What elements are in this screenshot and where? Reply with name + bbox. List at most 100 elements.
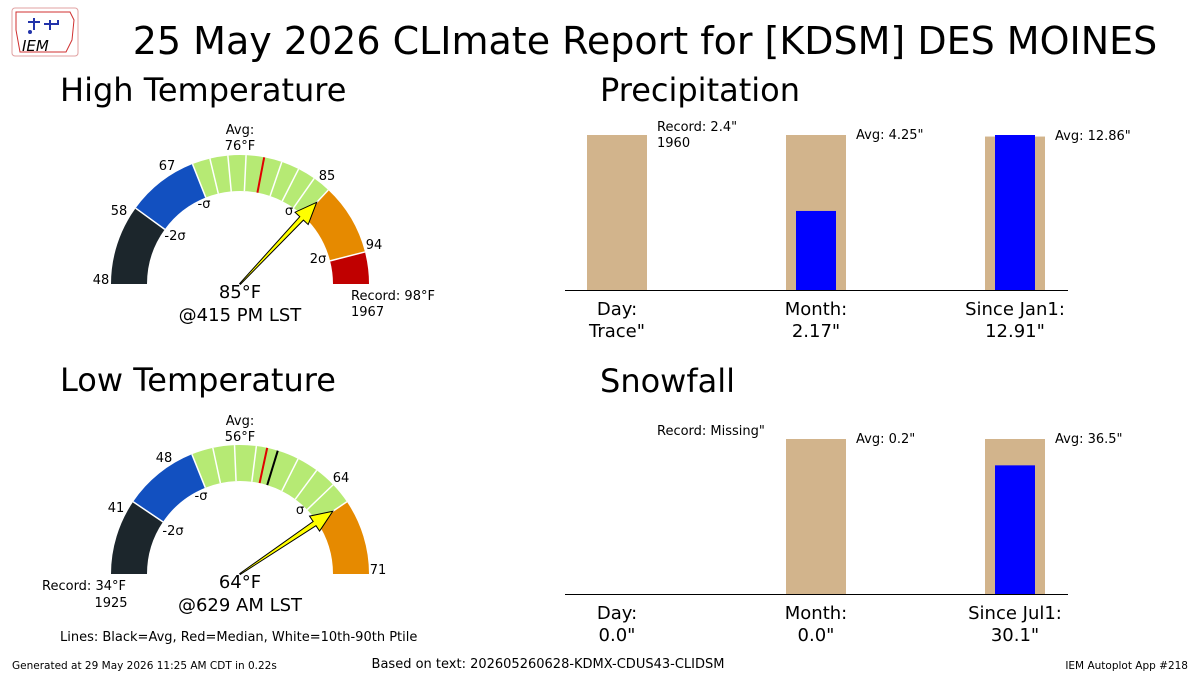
sigma-label-minus1: -σ bbox=[195, 489, 208, 504]
precipitation-chart: Precipitation Day: Trace" Month: 2.17" S… bbox=[565, 71, 1131, 342]
median-line bbox=[256, 157, 266, 193]
percentile-line-1 bbox=[209, 158, 220, 194]
observed-bar-3 bbox=[995, 465, 1035, 594]
category-label-month: Month: bbox=[785, 603, 847, 624]
category-label-ytd: Since Jan1: bbox=[965, 299, 1065, 320]
sigma-label-minus2: -2σ bbox=[164, 229, 185, 244]
percentile-line-7 bbox=[292, 178, 315, 209]
percentile-line-6 bbox=[281, 168, 300, 202]
avg-bar-2 bbox=[786, 439, 846, 594]
percentile-line-2 bbox=[227, 155, 232, 192]
tick-label-85: 85 bbox=[319, 169, 336, 184]
sigma-label-minus2: -2σ bbox=[162, 524, 183, 539]
observed-value: 85°F bbox=[219, 282, 261, 303]
chart-title: Precipitation bbox=[600, 71, 800, 109]
percentile-line-3 bbox=[243, 155, 247, 192]
annotation-day-record: Record: Missing" bbox=[657, 424, 765, 439]
percentile-line-2 bbox=[233, 445, 237, 482]
record-label: Record: 34°F bbox=[42, 579, 126, 594]
tick-label-94: 94 bbox=[366, 238, 383, 253]
record-label: Record: 98°F bbox=[351, 289, 435, 304]
legend-note: Lines: Black=Avg, Red=Median, White=10th… bbox=[60, 630, 417, 645]
percentile-line-5 bbox=[281, 458, 299, 492]
tick-label-64: 64 bbox=[333, 471, 350, 486]
avg-value-label: 76°F bbox=[225, 139, 256, 154]
gauge-band-3 bbox=[191, 445, 347, 522]
annotation-month-avg: Avg: 4.25" bbox=[856, 128, 924, 143]
gauge-band-5 bbox=[330, 251, 369, 284]
sigma-label-plus2: 2σ bbox=[310, 252, 327, 267]
avg-label: Avg: bbox=[226, 123, 254, 138]
iem-logo: IEM bbox=[11, 7, 79, 57]
gauge-title: High Temperature bbox=[60, 71, 346, 109]
percentile-line-7 bbox=[306, 484, 334, 511]
annotation-day-record: Record: 2.4" bbox=[657, 120, 737, 135]
observed-needle bbox=[238, 201, 318, 286]
percentile-line-6 bbox=[294, 469, 318, 500]
avg-value-label: 56°F bbox=[225, 430, 256, 445]
tick-label-41: 41 bbox=[108, 501, 125, 516]
percentile-line-1 bbox=[212, 447, 222, 484]
footer-source-text: Based on text: 202605260628-KDMX-CDUS43-… bbox=[372, 657, 725, 672]
band-boundary-1 bbox=[132, 501, 164, 523]
sigma-label-plus1: σ bbox=[296, 503, 304, 518]
avg-bar-1 bbox=[587, 135, 647, 290]
gauge-band-1 bbox=[111, 208, 165, 284]
tick-label-58: 58 bbox=[111, 204, 128, 219]
median-line bbox=[258, 447, 269, 484]
observed-value: 64°F bbox=[219, 572, 261, 593]
gauge-band-4 bbox=[303, 189, 365, 261]
tick-label-71: 71 bbox=[370, 563, 387, 578]
avg-label: Avg: bbox=[226, 414, 254, 429]
gauge-title: Low Temperature bbox=[60, 361, 336, 399]
percentile-line-5 bbox=[269, 161, 283, 197]
band-boundary-2 bbox=[191, 454, 207, 488]
category-value-month: 0.0" bbox=[798, 625, 835, 646]
logo-text: IEM bbox=[22, 37, 49, 55]
tick-label-48: 48 bbox=[93, 273, 110, 288]
annotation-ytd-avg: Avg: 12.86" bbox=[1055, 129, 1131, 144]
page-title: 25 May 2026 CLImate Report for [KDSM] DE… bbox=[133, 19, 1158, 63]
category-label-season: Since Jul1: bbox=[968, 603, 1062, 624]
gauge-band-2 bbox=[135, 164, 206, 230]
observed-time: @629 AM LST bbox=[178, 595, 303, 616]
band-boundary-1 bbox=[135, 207, 166, 230]
tick-label-67: 67 bbox=[159, 159, 176, 174]
band-boundary-2 bbox=[191, 163, 207, 198]
tick-label-48: 48 bbox=[156, 451, 173, 466]
record-year: 1925 bbox=[94, 596, 127, 611]
average-line bbox=[266, 450, 279, 486]
low-temperature-gauge: Low Temperature Avg: 56°F 41 48 64 71 -2… bbox=[42, 361, 386, 616]
gauge-band-2 bbox=[133, 454, 206, 522]
annotation-day-record-year: 1960 bbox=[657, 136, 690, 151]
percentile-line-3 bbox=[251, 445, 258, 482]
observed-bar-2 bbox=[796, 210, 836, 290]
record-year: 1967 bbox=[351, 305, 384, 320]
sigma-label-minus1: -σ bbox=[198, 197, 211, 212]
gauge-band-4 bbox=[317, 501, 369, 574]
annotation-month-avg: Avg: 0.2" bbox=[856, 432, 915, 447]
gauge-band-3 bbox=[192, 155, 329, 217]
observed-needle bbox=[239, 510, 334, 576]
category-value-day: 0.0" bbox=[599, 625, 636, 646]
category-value-ytd: 12.91" bbox=[985, 321, 1045, 342]
category-label-day: Day: bbox=[597, 603, 637, 624]
gauge-band-1 bbox=[111, 501, 163, 574]
category-label-month: Month: bbox=[785, 299, 847, 320]
category-value-season: 30.1" bbox=[991, 625, 1039, 646]
observed-bar-3 bbox=[995, 135, 1035, 290]
chart-title: Snowfall bbox=[600, 362, 735, 400]
footer-app-id: IEM Autoplot App #218 bbox=[1065, 660, 1188, 672]
snowfall-chart: Snowfall Day: 0.0" Month: 0.0" Since Jul… bbox=[565, 362, 1123, 646]
observed-time: @415 PM LST bbox=[179, 305, 303, 326]
category-label-day: Day: bbox=[597, 299, 637, 320]
sigma-label-plus1: σ bbox=[285, 204, 293, 219]
footer-generated: Generated at 29 May 2026 11:25 AM CDT in… bbox=[12, 660, 277, 672]
high-temperature-gauge: High Temperature Avg: 76°F 48 58 67 85 9… bbox=[60, 71, 435, 326]
band-boundary-4 bbox=[329, 251, 366, 262]
weather-station-icon bbox=[28, 18, 59, 30]
annotation-season-avg: Avg: 36.5" bbox=[1055, 432, 1123, 447]
category-value-day: Trace" bbox=[588, 321, 645, 342]
category-value-month: 2.17" bbox=[792, 321, 840, 342]
